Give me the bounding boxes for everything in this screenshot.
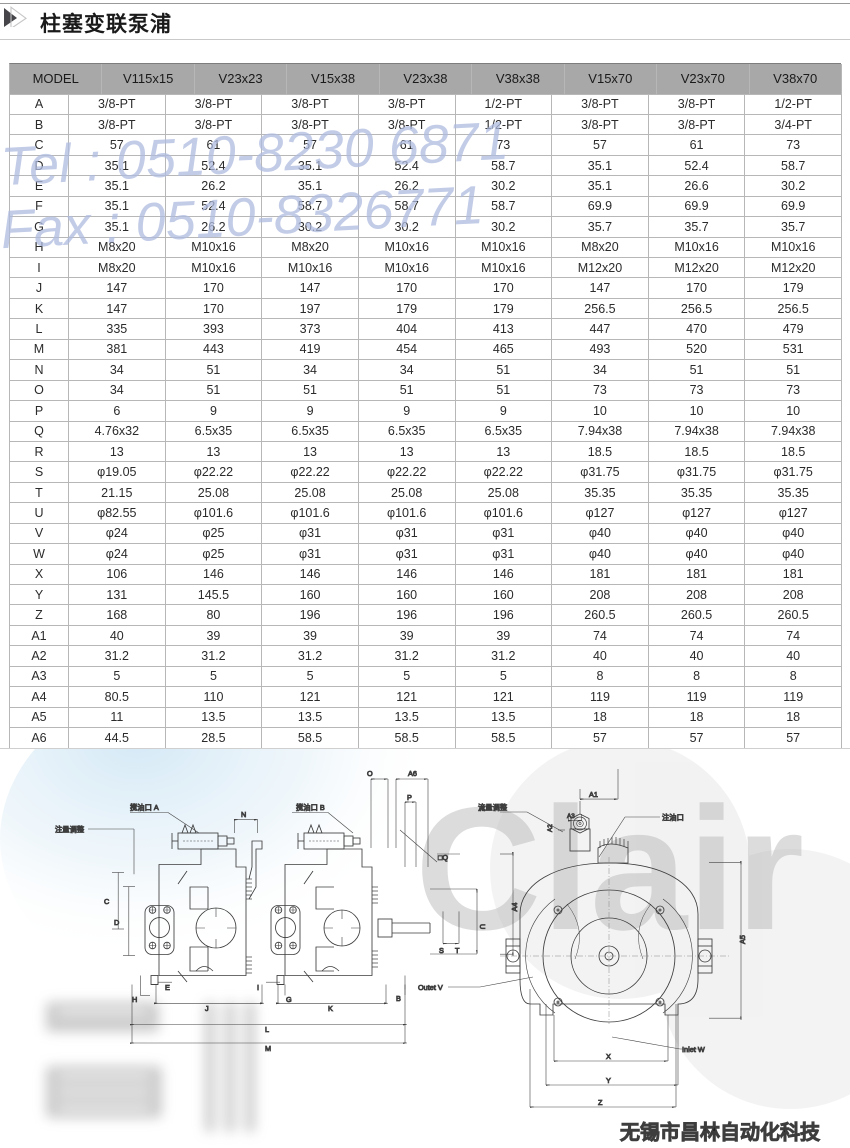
svg-text:C: C <box>104 897 109 906</box>
svg-text:X: X <box>606 1052 611 1061</box>
svg-text:A4: A4 <box>510 903 519 912</box>
svg-text:N: N <box>241 810 246 819</box>
svg-text:A6: A6 <box>408 769 417 778</box>
svg-text:H: H <box>132 995 137 1004</box>
svg-text:G: G <box>286 995 292 1004</box>
svg-text:搅油口 A: 搅油口 A <box>130 803 159 812</box>
svg-text:注油口: 注油口 <box>662 813 684 822</box>
svg-text:A3: A3 <box>567 813 575 820</box>
svg-text:M: M <box>265 1044 271 1053</box>
svg-text:A2: A2 <box>547 824 554 832</box>
svg-text:A1: A1 <box>589 790 598 799</box>
svg-text:Y: Y <box>606 1076 611 1085</box>
svg-text:T: T <box>455 946 460 955</box>
svg-text:无锡市昌林自动化科技: 无锡市昌林自动化科技 <box>620 1120 821 1144</box>
svg-text:搅油口 B: 搅油口 B <box>296 803 325 812</box>
svg-text:B: B <box>396 994 401 1003</box>
svg-text:K: K <box>328 1004 333 1013</box>
svg-text:P: P <box>407 793 412 802</box>
svg-text:D: D <box>114 918 119 927</box>
svg-text:L: L <box>265 1025 269 1034</box>
svg-text:S: S <box>439 946 444 955</box>
svg-text:Inlet W: Inlet W <box>682 1045 705 1054</box>
svg-text:O: O <box>367 769 373 778</box>
svg-text:E: E <box>165 983 170 992</box>
svg-text:流量调整: 流量调整 <box>478 803 508 812</box>
svg-text:Z: Z <box>598 1098 603 1107</box>
svg-text:Outet V: Outet V <box>418 983 443 992</box>
svg-text:注量调整: 注量调整 <box>55 825 85 834</box>
svg-text:□Q: □Q <box>438 853 448 862</box>
svg-text:A5: A5 <box>738 935 747 944</box>
svg-text:U: U <box>478 924 487 929</box>
svg-text:I: I <box>257 983 259 992</box>
svg-text:J: J <box>205 1004 209 1013</box>
